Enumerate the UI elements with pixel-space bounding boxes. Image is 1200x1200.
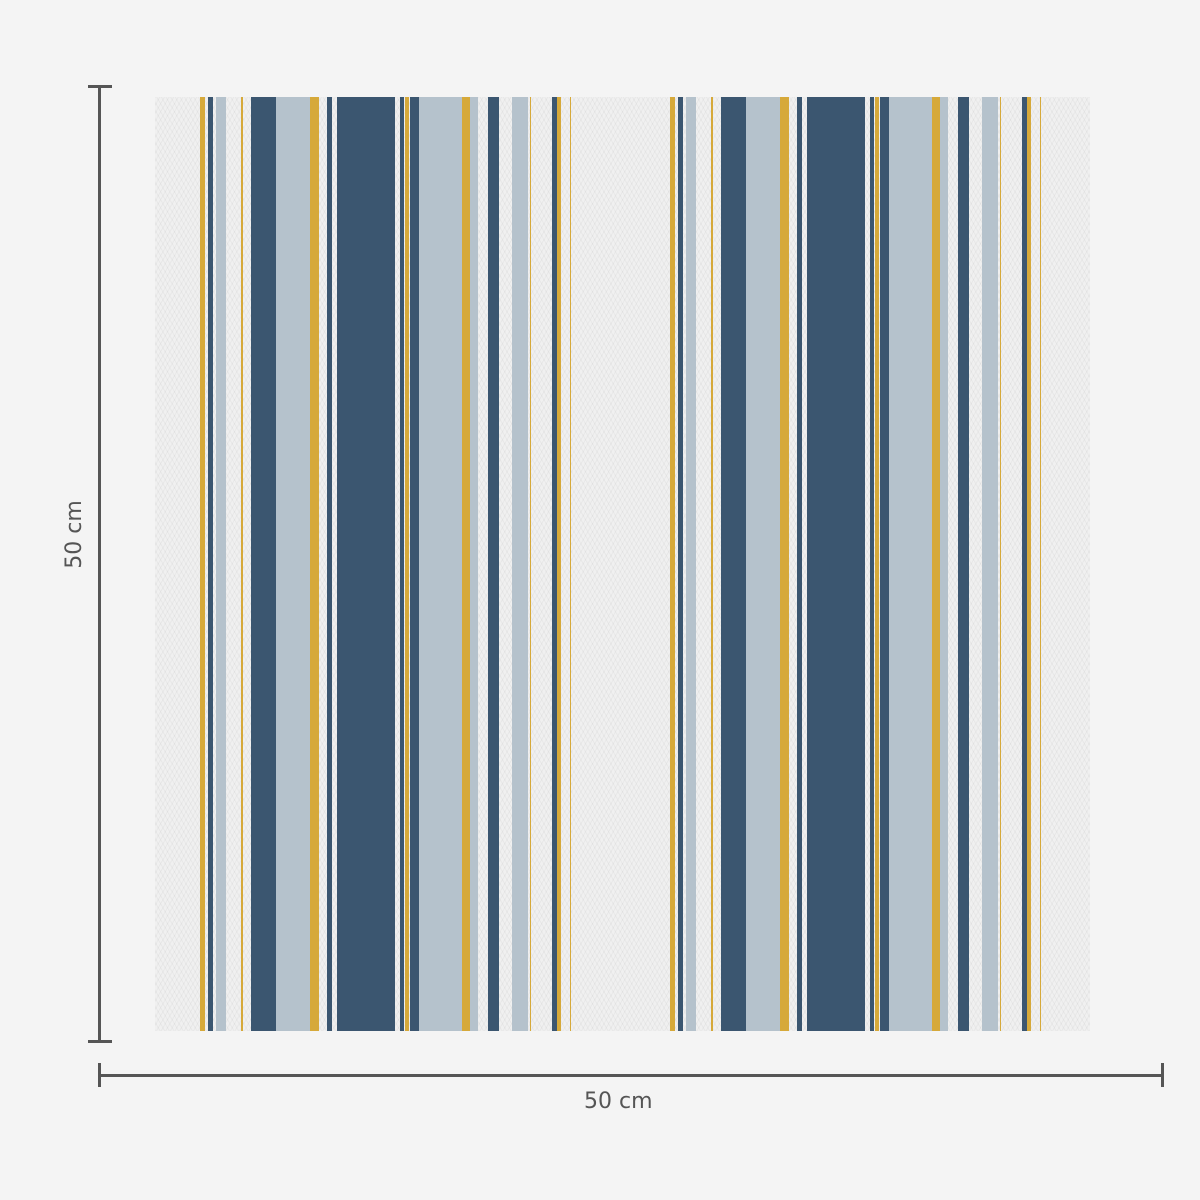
- width-dimension-cap-right: [1161, 1063, 1164, 1087]
- fabric-stripe: [940, 97, 948, 1031]
- fabric-stripe: [780, 97, 789, 1031]
- fabric-stripe: [552, 97, 557, 1031]
- fabric-stripe: [711, 97, 713, 1031]
- fabric-stripe: [405, 97, 409, 1031]
- fabric-stripe: [1040, 97, 1041, 1031]
- fabric-stripe: [686, 97, 696, 1031]
- fabric-stripe: [746, 97, 780, 1031]
- fabric-stripe: [797, 97, 802, 1031]
- fabric-stripe: [670, 97, 675, 1031]
- height-dimension-cap-bottom: [88, 1040, 112, 1043]
- fabric-stripe: [1027, 97, 1031, 1031]
- fabric-stripe: [557, 97, 561, 1031]
- fabric-stripe: [241, 97, 243, 1031]
- fabric-stripe: [1000, 97, 1001, 1031]
- fabric-stripe: [880, 97, 889, 1031]
- fabric-stripe: [488, 97, 499, 1031]
- height-label: 50 cm: [61, 500, 87, 569]
- fabric-stripe: [462, 97, 470, 1031]
- fabric-stripe: [208, 97, 213, 1031]
- fabric-stripe: [251, 97, 276, 1031]
- height-dimension-cap-top: [88, 85, 112, 88]
- fabric-stripe: [870, 97, 874, 1031]
- fabric-stripe: [958, 97, 969, 1031]
- fabric-stripe: [932, 97, 940, 1031]
- fabric-stripe: [570, 97, 571, 1031]
- fabric-stripe: [1022, 97, 1027, 1031]
- fabric-stripe: [678, 97, 683, 1031]
- fabric-stripe: [889, 97, 932, 1031]
- fabric-stripe: [310, 97, 319, 1031]
- fabric-stripe: [337, 97, 395, 1031]
- fabric-stripe: [419, 97, 462, 1031]
- fabric-stripe: [807, 97, 865, 1031]
- width-dimension-line: [99, 1074, 1163, 1077]
- fabric-stripe: [470, 97, 478, 1031]
- fabric-stripe: [400, 97, 404, 1031]
- fabric-stripe: [530, 97, 531, 1031]
- fabric-stripe: [327, 97, 332, 1031]
- fabric-stripe: [216, 97, 226, 1031]
- fabric-stripe: [875, 97, 879, 1031]
- width-label: 50 cm: [584, 1089, 653, 1114]
- fabric-stripe: [200, 97, 205, 1031]
- fabric-stripe: [276, 97, 310, 1031]
- striped-fabric-swatch: [155, 97, 1090, 1031]
- fabric-stripe: [512, 97, 528, 1031]
- fabric-stripe: [721, 97, 746, 1031]
- fabric-stripe: [410, 97, 419, 1031]
- width-dimension-cap-left: [98, 1063, 101, 1087]
- height-dimension-line: [98, 86, 101, 1042]
- fabric-stripe: [982, 97, 998, 1031]
